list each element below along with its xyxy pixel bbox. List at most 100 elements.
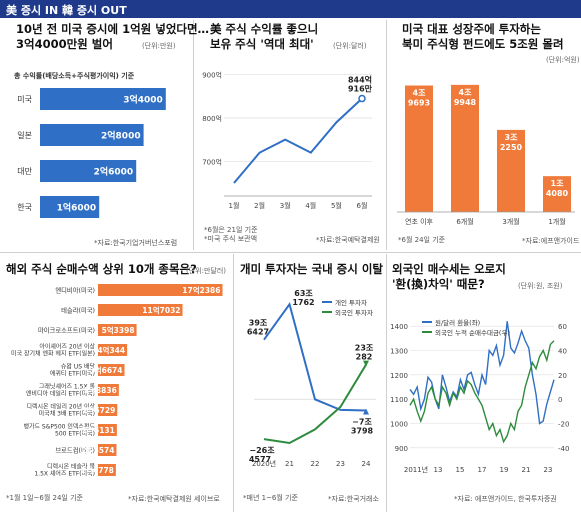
p5-data-label: 6427 xyxy=(247,328,269,337)
p3-source: *자료:에프앤가이드 xyxy=(522,237,580,245)
divider xyxy=(233,254,234,512)
p3-note: *6월 24일 기준 xyxy=(398,236,446,244)
p4-value-label: 5억3398 xyxy=(102,325,135,335)
p3-bar xyxy=(451,84,479,212)
p3-category-label: 연초 이후 xyxy=(405,217,434,226)
p4-bar xyxy=(98,304,183,316)
p4-unit: (단위:만달러) xyxy=(186,267,227,275)
p4-category-label: 디렉시온 테슬라 불 xyxy=(47,463,95,471)
p5-arrowhead xyxy=(363,408,369,415)
p1-category-label: 미국 xyxy=(17,95,32,104)
p1-value-label: 2억8000 xyxy=(101,130,141,142)
p2-unit: (단위:달러) xyxy=(333,42,367,50)
p1-category-label: 한국 xyxy=(17,203,32,212)
p6-left-tick-label: 900 xyxy=(395,445,408,453)
p4-bar xyxy=(98,364,125,376)
divider xyxy=(386,254,387,512)
p5-legend-label: 개인 투자자 xyxy=(335,298,367,307)
p6-right-tick-label: 0 xyxy=(558,396,562,404)
p2-xtick-label: 5월 xyxy=(331,201,342,210)
p5-note: *매년 1~6월 기준 xyxy=(243,494,298,502)
p3-category-label: 3개월 xyxy=(502,217,519,226)
p6-title2: '환(換)차익' 때문? xyxy=(392,277,485,291)
p6-xtick-label: 15 xyxy=(456,466,465,474)
p1-category-label: 대만 xyxy=(17,167,32,176)
p4-chart: 엔디비아(미국) 17억2386 테슬라(미국) 11억7032 마이크로소프트(미국)… xyxy=(11,284,223,478)
p4-note: *1월 1일~6월 24일 기준 xyxy=(6,494,83,502)
p4-title: 해외 주식 순매수액 상위 10개 종목은? xyxy=(6,262,197,276)
p2-source: *자료:한국예탁결제원 xyxy=(316,236,380,244)
p6-xtick-label: 19 xyxy=(500,466,509,474)
p5-data-label: 282 xyxy=(356,353,373,362)
p4-category-label: 뱅가드 S&P500 인덱스펀드 xyxy=(23,423,95,431)
p6-legend-label: 원/달러 환율(좌) xyxy=(435,318,480,327)
p1-title: 10년 전 미국 증시에 1억원 넣었다면… xyxy=(16,22,210,36)
p6-title: 외국인 매수세는 오로지 xyxy=(392,262,506,276)
p1-title2: 3억4000만원 벌어 xyxy=(16,37,113,51)
p5-data-label: 39조 xyxy=(249,319,268,328)
p6-left-tick-label: 1200 xyxy=(390,372,408,380)
p5-xtick-label: 22 xyxy=(311,460,320,468)
p3-value-label: 9693 xyxy=(408,99,430,108)
p2-xtick-label: 3월 xyxy=(280,201,291,210)
p5-xtick-label: 21 xyxy=(285,460,294,468)
p3-category-label: 1개월 xyxy=(548,217,565,226)
p4-bar xyxy=(98,444,117,456)
p4-value-label: 17억2386 xyxy=(182,285,220,295)
p4-category-label: 아이셰어즈 20년 이상 xyxy=(39,343,95,351)
p5-title: 개미 투자자는 국내 증시 이탈 xyxy=(240,262,383,276)
p3-value-label: 4조 xyxy=(459,88,473,97)
p4-source: *자료:한국예탁결제원 세이브로 xyxy=(128,495,220,503)
p2-xtick-label: 1월 xyxy=(229,201,240,210)
p6-xtick-label: 23 xyxy=(544,466,553,474)
p2-xtick-label: 4월 xyxy=(305,201,316,210)
p1-bar xyxy=(40,196,100,218)
p4-value-label: 3억6674 xyxy=(89,365,122,375)
p4-value-label: 4억344 xyxy=(97,345,125,355)
p6-left-tick-label: 1000 xyxy=(390,421,408,429)
p5-data-label: 3798 xyxy=(351,426,374,435)
p4-category-label: 엔디비아(미국) xyxy=(55,286,95,295)
p3-value-label: 3조 xyxy=(505,133,519,142)
p1-value-label: 1억6000 xyxy=(57,202,97,214)
p2-end-label: 916만 xyxy=(348,84,373,94)
p5-data-label: 23조 xyxy=(355,344,374,353)
p1-bar xyxy=(40,124,144,146)
p4-bar xyxy=(98,404,118,416)
p2-title: 美 주식 수익률 좋으니 xyxy=(210,22,319,36)
p6-chart: 900 1000 1100 1200 1300 1400 -40 -20 0 20 40 60 2011… xyxy=(390,318,569,474)
p4-bar xyxy=(98,424,117,436)
p3-value-label: 2250 xyxy=(500,143,523,152)
p2-ytick-label: 800억 xyxy=(202,115,222,123)
p6-series-foreign xyxy=(409,340,555,444)
p6-right-tick-label: 40 xyxy=(558,348,567,356)
p6-xtick-label: 13 xyxy=(434,466,443,474)
p4-category-label: 1.5X 셰어즈 ETF(미국) xyxy=(34,470,95,478)
p6-xtick-label: 17 xyxy=(478,466,487,474)
p3-value-label: 1조 xyxy=(551,179,565,188)
p4-bar xyxy=(98,384,119,396)
p3-category-label: 6개월 xyxy=(456,217,473,226)
p4-category-label: 미국 장기채 엔화 헤지 ETF(일본) xyxy=(11,350,95,358)
p6-left-tick-label: 1300 xyxy=(390,348,408,356)
p5-xtick-label: 2020년 xyxy=(252,459,276,468)
p5-data-label: −7조 xyxy=(352,417,372,426)
p4-category-label: 테슬라(미국) xyxy=(61,306,95,315)
p4-value-label: 2억6131 xyxy=(82,425,115,435)
p5-xtick-label: 23 xyxy=(336,460,345,468)
p1-bar xyxy=(40,160,137,182)
p3-value-label: 4080 xyxy=(546,189,569,198)
p4-category-label: 500 ETF(미국) xyxy=(55,430,95,438)
p3-value-label: 9948 xyxy=(454,98,477,107)
p4-category-label: 마이크로소프트(미국) xyxy=(38,326,95,335)
p4-value-label: 2억8836 xyxy=(84,385,117,395)
p2-title2: 보유 주식 '역대 최대' xyxy=(210,37,314,51)
p4-category-label: 브로드컴(미국) xyxy=(55,446,95,455)
p3-title: 미국 대표 성장주에 투자하는 xyxy=(402,22,541,36)
p4-value-label: 2억6729 xyxy=(82,405,115,415)
header-tag: 美 증시 IN 韓 증시 OUT xyxy=(6,4,127,17)
p3-unit: (단위:억원) xyxy=(546,56,580,64)
